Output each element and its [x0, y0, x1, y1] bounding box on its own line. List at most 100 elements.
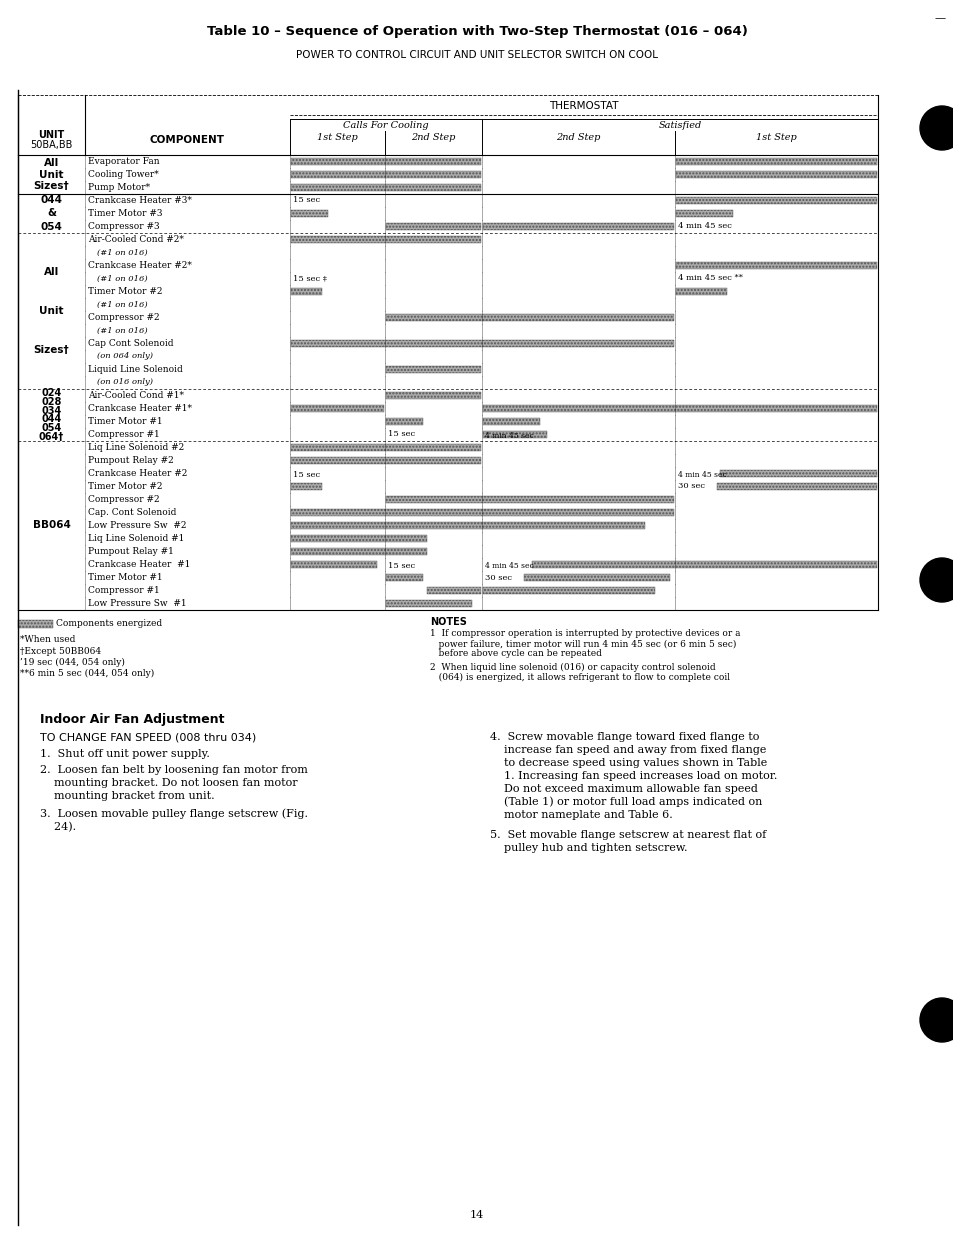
Text: Air-Cooled Cond #2*: Air-Cooled Cond #2*: [88, 235, 184, 245]
Text: Compressor #1: Compressor #1: [88, 585, 159, 595]
Text: **6 min 5 sec (044, 054 only): **6 min 5 sec (044, 054 only): [20, 668, 154, 678]
Text: 30 sec: 30 sec: [678, 483, 704, 490]
Text: 30 sec: 30 sec: [484, 573, 512, 582]
Bar: [291, 170, 480, 178]
Text: POWER TO CONTROL CIRCUIT AND UNIT SELECTOR SWITCH ON COOL: POWER TO CONTROL CIRCUIT AND UNIT SELECT…: [295, 49, 658, 61]
Bar: [676, 262, 876, 269]
Bar: [386, 314, 673, 321]
Text: mounting bracket. Do not loosen fan motor: mounting bracket. Do not loosen fan moto…: [40, 778, 297, 788]
Text: Liquid Line Solenoid: Liquid Line Solenoid: [88, 366, 183, 374]
Text: 4 min 45 sec: 4 min 45 sec: [484, 432, 533, 440]
Text: to decrease speed using values shown in Table: to decrease speed using values shown in …: [490, 758, 766, 768]
Text: Crankcase Heater  #1: Crankcase Heater #1: [88, 559, 191, 569]
Bar: [386, 417, 422, 425]
Text: Cooling Tower*: Cooling Tower*: [88, 170, 158, 179]
Text: ’19 sec (044, 054 only): ’19 sec (044, 054 only): [20, 657, 125, 667]
Text: 4 min 45 sec: 4 min 45 sec: [678, 222, 731, 231]
Bar: [291, 158, 480, 165]
Text: pulley hub and tighten setscrew.: pulley hub and tighten setscrew.: [490, 844, 687, 853]
Bar: [18, 620, 53, 629]
Text: Low Pressure Sw  #1: Low Pressure Sw #1: [88, 599, 187, 608]
Bar: [386, 496, 673, 503]
Text: 15 sec ‡: 15 sec ‡: [293, 274, 327, 283]
Circle shape: [919, 998, 953, 1042]
Bar: [676, 288, 726, 295]
Text: 14: 14: [470, 1210, 483, 1220]
Text: Liq Line Solenoid #2: Liq Line Solenoid #2: [88, 443, 184, 452]
Text: Low Pressure Sw  #2: Low Pressure Sw #2: [88, 521, 186, 530]
Text: Timer Motor #1: Timer Motor #1: [88, 417, 162, 426]
Text: 2nd Step: 2nd Step: [556, 132, 600, 142]
Text: 4 min 45 sec: 4 min 45 sec: [678, 471, 726, 479]
Text: 15 sec: 15 sec: [293, 471, 320, 479]
Bar: [291, 184, 480, 191]
Bar: [291, 210, 328, 217]
Text: increase fan speed and away from fixed flange: increase fan speed and away from fixed f…: [490, 745, 765, 755]
Bar: [291, 405, 384, 412]
Text: Compressor #2: Compressor #2: [88, 312, 159, 322]
Text: 1.  Shut off unit power supply.: 1. Shut off unit power supply.: [40, 748, 210, 760]
Bar: [720, 471, 876, 477]
Bar: [427, 587, 480, 594]
Text: Timer Motor #2: Timer Motor #2: [88, 287, 162, 296]
Text: —: —: [933, 14, 944, 23]
Bar: [291, 236, 480, 243]
Text: 1. Increasing fan speed increases load on motor.: 1. Increasing fan speed increases load o…: [490, 771, 777, 781]
Text: (on 064 only): (on 064 only): [97, 352, 152, 361]
Bar: [291, 535, 427, 542]
Bar: [291, 445, 480, 451]
Text: Cap. Cont Solenoid: Cap. Cont Solenoid: [88, 508, 176, 517]
Text: Timer Motor #1: Timer Motor #1: [88, 573, 162, 582]
Text: Liq Line Solenoid #1: Liq Line Solenoid #1: [88, 534, 184, 543]
Bar: [717, 483, 876, 490]
Text: 24).: 24).: [40, 821, 76, 832]
Text: 2.  Loosen fan belt by loosening fan motor from: 2. Loosen fan belt by loosening fan moto…: [40, 764, 308, 776]
Text: 15 sec: 15 sec: [293, 196, 320, 205]
Circle shape: [919, 558, 953, 601]
Text: Compressor #3: Compressor #3: [88, 222, 159, 231]
Text: (#1 on 016): (#1 on 016): [97, 248, 148, 257]
Bar: [386, 574, 422, 580]
Text: 2nd Step: 2nd Step: [411, 132, 456, 142]
Bar: [482, 431, 546, 438]
Bar: [291, 561, 376, 568]
Text: *When used: *When used: [20, 636, 75, 645]
Text: Evaporator Fan: Evaporator Fan: [88, 157, 159, 165]
Text: before above cycle can be repeated: before above cycle can be repeated: [430, 650, 601, 658]
Text: Pump Motor*: Pump Motor*: [88, 183, 150, 191]
Text: (#1 on 016): (#1 on 016): [97, 274, 148, 283]
Text: 054: 054: [41, 222, 62, 232]
Bar: [676, 170, 876, 178]
Text: UNIT: UNIT: [38, 130, 65, 140]
Text: Unit: Unit: [39, 169, 64, 179]
Text: Indoor Air Fan Adjustment: Indoor Air Fan Adjustment: [40, 714, 224, 726]
Text: Compressor #2: Compressor #2: [88, 495, 159, 504]
Bar: [482, 224, 673, 230]
Text: 044: 044: [40, 195, 63, 205]
Text: Calls For Cooling: Calls For Cooling: [343, 121, 428, 131]
Bar: [676, 210, 732, 217]
Text: Crankcase Heater #2: Crankcase Heater #2: [88, 469, 187, 478]
Text: THERMOSTAT: THERMOSTAT: [549, 101, 618, 111]
Text: 1st Step: 1st Step: [756, 132, 796, 142]
Text: Unit: Unit: [39, 306, 64, 316]
Bar: [386, 366, 480, 373]
Text: (064) is energized, it allows refrigerant to flow to complete coil: (064) is energized, it allows refrigeran…: [430, 672, 729, 682]
Text: (Table 1) or motor full load amps indicated on: (Table 1) or motor full load amps indica…: [490, 797, 761, 808]
Text: Air-Cooled Cond #1*: Air-Cooled Cond #1*: [88, 391, 184, 400]
Text: (#1 on 016): (#1 on 016): [97, 300, 148, 309]
Circle shape: [919, 106, 953, 149]
Bar: [291, 457, 480, 464]
Text: &: &: [47, 209, 56, 219]
Bar: [291, 288, 322, 295]
Text: All: All: [44, 158, 59, 168]
Text: 4.  Screw movable flange toward fixed flange to: 4. Screw movable flange toward fixed fla…: [490, 732, 759, 742]
Bar: [386, 391, 480, 399]
Text: motor nameplate and Table 6.: motor nameplate and Table 6.: [490, 810, 672, 820]
Bar: [482, 417, 539, 425]
Text: 1st Step: 1st Step: [316, 132, 357, 142]
Text: COMPONENT: COMPONENT: [150, 135, 225, 144]
Text: Sizes†: Sizes†: [33, 182, 70, 191]
Text: Crankcase Heater #2*: Crankcase Heater #2*: [88, 261, 192, 270]
Text: 15 sec: 15 sec: [388, 431, 415, 438]
